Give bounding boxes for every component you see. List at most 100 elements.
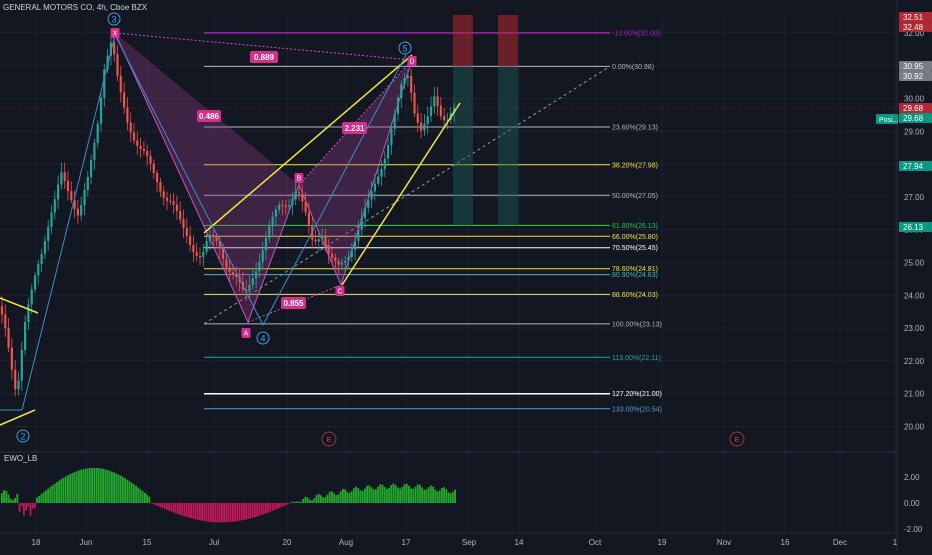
histogram-bar — [249, 503, 252, 519]
candle-body — [198, 255, 202, 258]
price-tag-label: 27.94 — [903, 162, 924, 171]
histogram-bar — [238, 503, 241, 521]
histogram-bar — [306, 497, 309, 503]
histogram-bar — [210, 503, 212, 523]
candle-body — [288, 205, 291, 207]
fib-level-label: 127.20%(21.00) — [612, 391, 662, 398]
indicator-tick-label: 2.00 — [904, 473, 920, 482]
histogram-bar — [203, 503, 206, 522]
histogram-bar — [91, 467, 93, 503]
candle-body — [291, 199, 294, 206]
candle-body — [218, 241, 221, 249]
histogram-bar — [218, 503, 221, 523]
candle-body — [357, 229, 360, 241]
histogram-bar — [86, 468, 89, 503]
histogram-bar — [421, 487, 423, 503]
histogram-bar — [445, 489, 448, 503]
time-tick-label: Aug — [339, 538, 353, 547]
candle-body — [258, 261, 261, 272]
histogram-bar — [317, 493, 320, 503]
histogram-bar — [243, 503, 245, 520]
channel-lower-line — [341, 102, 461, 286]
pattern-point-label: X — [113, 31, 118, 38]
candle-body — [350, 250, 353, 258]
histogram-bar — [27, 503, 30, 507]
histogram-bar — [216, 503, 219, 523]
histogram-bar — [280, 503, 283, 508]
candle-body — [347, 257, 350, 262]
histogram-bar — [311, 500, 313, 503]
histogram-bar — [126, 479, 129, 503]
histogram-bar — [155, 503, 157, 506]
candle-body — [354, 240, 357, 251]
candle-body — [363, 208, 367, 218]
candle-body — [390, 128, 393, 145]
histogram-bar — [205, 503, 208, 522]
fib-level-label: 0.00%(30.98) — [612, 64, 654, 71]
candle-body — [294, 191, 297, 200]
histogram-bar — [247, 503, 250, 519]
candle-body — [7, 328, 10, 348]
histogram-bar — [111, 471, 113, 503]
histogram-bar — [188, 503, 190, 518]
harmonic-pattern[interactable] — [114, 32, 413, 324]
histogram-bar — [232, 503, 234, 522]
histogram-bar — [221, 503, 223, 523]
candle-body — [406, 75, 409, 78]
histogram-bar — [51, 485, 54, 503]
position-tag — [876, 114, 898, 124]
indicator-tick-label: -2.00 — [904, 525, 923, 534]
candle-body — [165, 197, 169, 201]
histogram-bar — [381, 484, 384, 503]
candle-body — [231, 272, 235, 275]
histogram-bar — [104, 469, 107, 503]
candle-body — [27, 304, 30, 323]
histogram-bar — [353, 488, 355, 503]
position-tag-label: Posi... — [879, 117, 899, 124]
candle-body — [324, 236, 327, 246]
histogram-bar — [31, 503, 34, 509]
pattern-ratio-box — [197, 110, 221, 122]
position-boxes[interactable] — [453, 15, 518, 226]
channel-upper-line — [203, 54, 413, 234]
pattern-point-label: B — [297, 176, 302, 183]
histogram-bar — [394, 484, 397, 503]
fibonacci-retracement[interactable]: -13.60%(32.00) 0.00%(30.98) 23.60%(29.13) 3… — [203, 30, 662, 413]
time-tick-label: 14 — [515, 538, 524, 547]
histogram-bar — [326, 494, 329, 503]
histogram-bar — [434, 489, 437, 503]
candle-body — [215, 236, 218, 242]
histogram-bar — [29, 503, 32, 516]
histogram-bar — [5, 490, 8, 503]
histogram-bar — [390, 485, 393, 503]
candle-body — [202, 251, 205, 258]
candle-body — [344, 261, 347, 263]
histogram-bar — [337, 494, 340, 503]
histogram-bar — [67, 475, 69, 503]
histogram-bar — [245, 503, 247, 520]
histogram-bar — [436, 491, 439, 503]
histogram-bar — [416, 484, 419, 503]
candle-body — [14, 369, 17, 390]
histogram-bar — [117, 474, 120, 503]
histogram-bar — [324, 497, 327, 503]
histogram-bar — [80, 469, 82, 503]
histogram-bar — [377, 486, 379, 503]
candle-body — [152, 163, 155, 173]
histogram-bar — [350, 491, 353, 503]
candle-body — [63, 172, 66, 181]
drawings[interactable] — [0, 33, 461, 426]
histogram-bar — [425, 489, 428, 503]
candle-body — [50, 212, 53, 227]
candle-body — [146, 151, 149, 156]
xd-dashed — [114, 32, 413, 61]
candle-body — [429, 106, 433, 117]
time-tick-label: 1 — [893, 538, 898, 547]
histogram-bar — [3, 490, 5, 503]
target-zone-box — [453, 66, 473, 226]
fib-level-label: 133.00%(20.54) — [612, 406, 662, 413]
ac-dashed — [247, 284, 342, 323]
histogram-bar — [69, 474, 71, 503]
